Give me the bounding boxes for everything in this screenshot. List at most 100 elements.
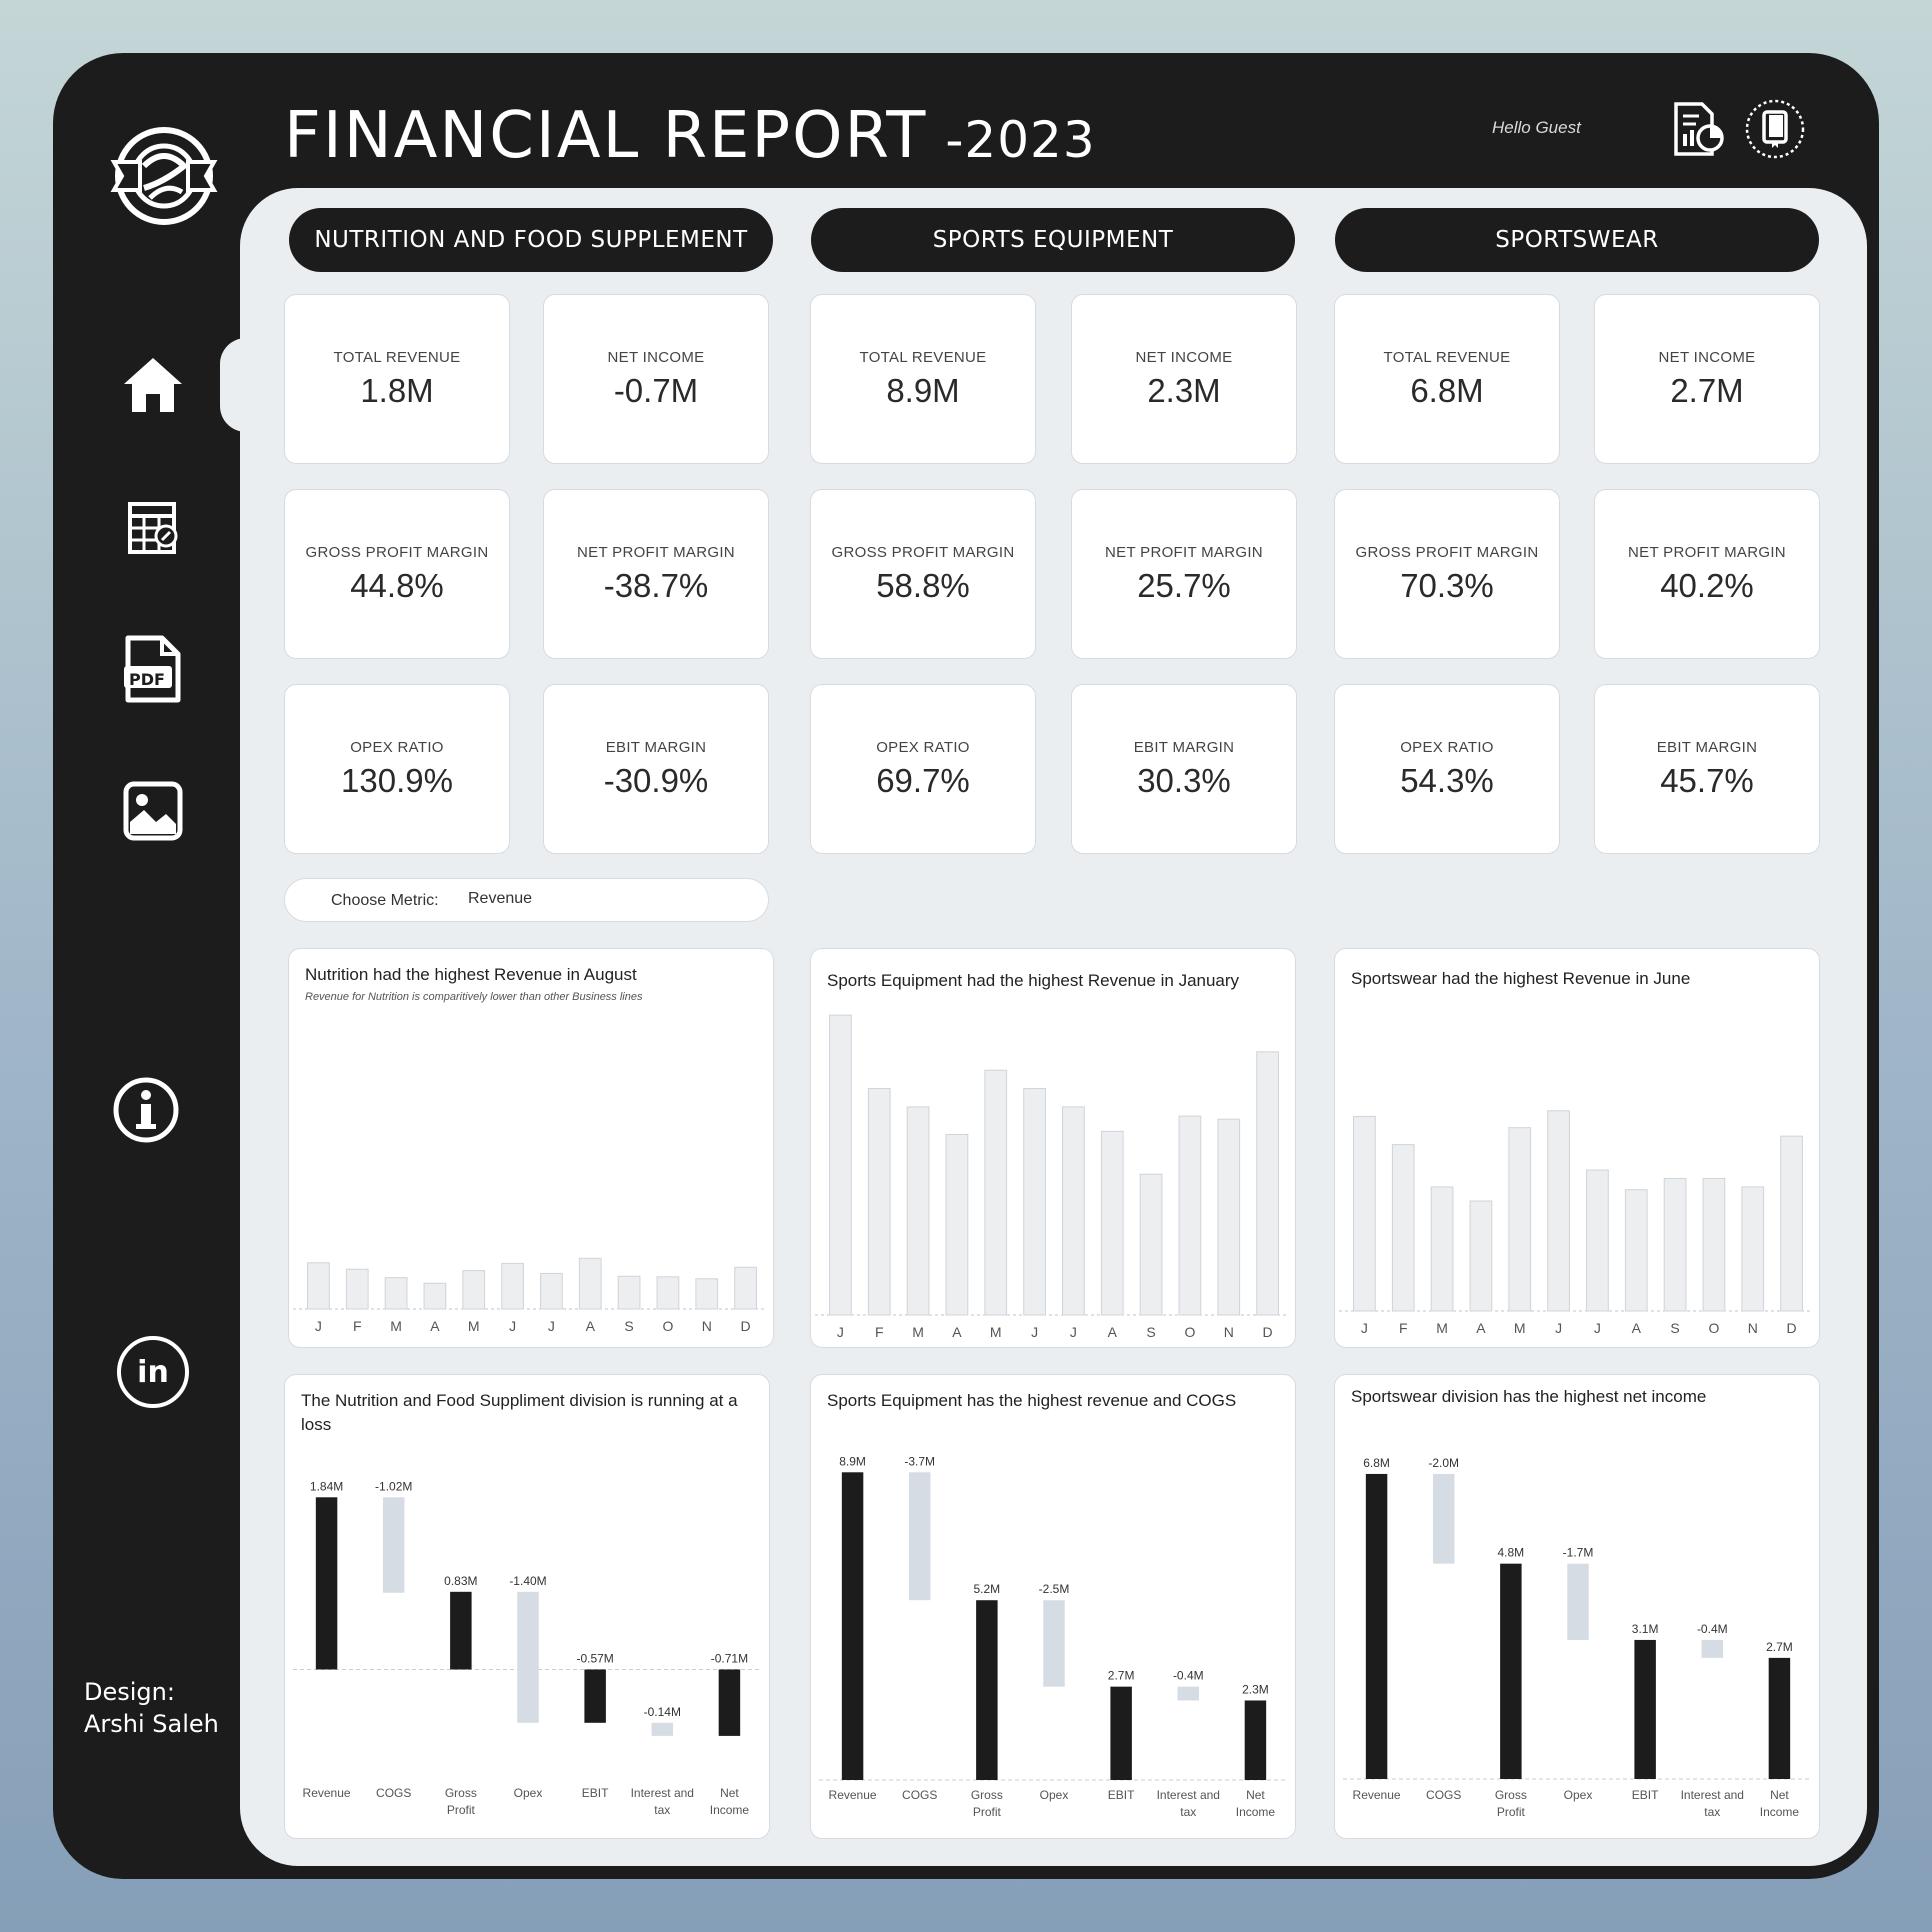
waterfall-bar	[1043, 1600, 1065, 1687]
nutrition-monthly-chart: J F M A M J J A S O N D Nutrition had the highest R…	[288, 948, 774, 1348]
x-tick-label: J	[1361, 1320, 1368, 1336]
book-icon[interactable]	[1744, 98, 1806, 160]
data-label: -1.40M	[509, 1574, 546, 1588]
x-tick-label: Income	[1236, 1805, 1276, 1819]
kpi-value: 25.7%	[1137, 566, 1231, 604]
x-tick-label: Revenue	[303, 1786, 351, 1800]
chart-title: Sports Equipment had the highest Revenue…	[827, 971, 1240, 990]
kpi-label: EBIT MARGIN	[1133, 738, 1235, 756]
kpi-card: TOTAL REVENUE 6.8M	[1334, 294, 1560, 464]
metric-selector-label: Choose Metric:	[331, 892, 439, 909]
pdf-icon-label: PDF	[129, 670, 165, 689]
bar	[1469, 1200, 1493, 1312]
x-tick-label: M	[1436, 1320, 1448, 1336]
chart-title: Nutrition had the highest Revenue in Aug…	[305, 965, 637, 984]
data-label: -0.4M	[1173, 1669, 1204, 1683]
bar	[1353, 1115, 1376, 1312]
division-tab-sports-equipment[interactable]: SPORTS EQUIPMENT	[811, 208, 1295, 272]
info-icon[interactable]	[112, 1076, 180, 1144]
x-tick-label: O	[662, 1318, 673, 1334]
pdf-icon[interactable]: PDF	[122, 632, 184, 706]
data-label: -1.7M	[1563, 1546, 1594, 1560]
kpi-value: 58.8%	[876, 566, 970, 604]
x-tick-label: A	[1632, 1320, 1642, 1336]
chart-subtitle: Revenue for Nutrition is comparitively l…	[305, 991, 643, 1003]
kpi-label: OPEX RATIO	[1400, 738, 1494, 756]
x-tick-label: J	[315, 1318, 322, 1334]
waterfall-bar	[584, 1669, 606, 1723]
division-tab-nutrition[interactable]: NUTRITION AND FOOD SUPPLEMENT	[289, 208, 773, 272]
kpi-card: GROSS PROFIT MARGIN 70.3%	[1334, 489, 1560, 659]
home-icon[interactable]	[122, 354, 184, 416]
linkedin-icon[interactable]: in	[117, 1336, 189, 1408]
bar	[1430, 1186, 1454, 1312]
x-tick-label: M	[468, 1318, 480, 1334]
linkedin-icon-label: in	[137, 1354, 169, 1390]
bar	[501, 1262, 524, 1310]
kpi-card: TOTAL REVENUE 8.9M	[810, 294, 1036, 464]
waterfall-chart-svg: 6.8M Revenue -2.0M COGS 4.8M Gross Profit -1.7M…	[1343, 1456, 1811, 1819]
image-icon[interactable]	[122, 780, 184, 842]
kpi-card: TOTAL REVENUE 1.8M	[284, 294, 510, 464]
kpi-card: OPEX RATIO 69.7%	[810, 684, 1036, 854]
kpi-value: 2.3M	[1147, 371, 1221, 409]
kpi-card: NET PROFIT MARGIN -38.7%	[543, 489, 769, 659]
calculator-table-icon[interactable]	[126, 500, 182, 556]
x-tick-label: Net	[1770, 1788, 1789, 1802]
report-chart-icon[interactable]	[1666, 100, 1726, 160]
kpi-value: 45.7%	[1660, 761, 1754, 799]
sports-equipment-monthly-chart: J F M A M J J A S O N D Sports Equipment had the hi…	[810, 948, 1296, 1348]
data-label: 4.8M	[1498, 1546, 1525, 1560]
waterfall-bar	[651, 1722, 674, 1736]
bar	[462, 1270, 486, 1310]
kpi-card: NET INCOME 2.3M	[1071, 294, 1297, 464]
bar	[1702, 1177, 1726, 1312]
waterfall-chart-svg: 1.84M Revenue -1.02M COGS 0.83M Gross Profit -1…	[293, 1479, 761, 1817]
waterfall-chart-svg: 8.9M Revenue -3.7M COGS 5.2M Gross Profit -2.5M…	[819, 1454, 1287, 1819]
waterfall-bar	[1567, 1563, 1589, 1640]
x-tick-label: A	[1108, 1324, 1118, 1340]
x-tick-label: Income	[710, 1803, 750, 1817]
sports-equipment-waterfall-chart: 8.9M Revenue -3.7M COGS 5.2M Gross Profit -2.5M…	[810, 1374, 1296, 1839]
kpi-label: NET PROFIT MARGIN	[577, 543, 735, 561]
kpi-card: EBIT MARGIN 45.7%	[1594, 684, 1820, 854]
waterfall-bar	[1768, 1657, 1791, 1779]
waterfall-bar	[908, 1472, 931, 1601]
data-label: 6.8M	[1363, 1456, 1390, 1470]
waterfall-bar	[976, 1600, 998, 1780]
waterfall-bar	[1432, 1473, 1455, 1564]
kpi-value: 2.7M	[1670, 371, 1744, 409]
x-tick-label: M	[990, 1324, 1002, 1340]
metric-selector[interactable]: Choose Metric: Revenue	[284, 878, 769, 922]
data-label: -0.4M	[1697, 1622, 1728, 1636]
x-tick-label: Revenue	[829, 1788, 877, 1802]
division-tab-sportswear[interactable]: SPORTSWEAR	[1335, 208, 1819, 272]
bar	[578, 1257, 602, 1310]
kpi-label: GROSS PROFIT MARGIN	[1355, 543, 1539, 561]
bar	[1547, 1110, 1570, 1312]
x-tick-label: Income	[1760, 1805, 1800, 1819]
x-tick-label: M	[912, 1324, 924, 1340]
bar	[906, 1106, 930, 1316]
kpi-card: NET PROFIT MARGIN 40.2%	[1594, 489, 1820, 659]
x-tick-label: A	[1476, 1320, 1486, 1336]
x-tick-label: EBIT	[1632, 1788, 1659, 1802]
bar	[1256, 1051, 1279, 1316]
bar	[945, 1133, 969, 1316]
data-label: 2.3M	[1242, 1682, 1269, 1696]
bar	[345, 1268, 369, 1310]
kpi-value: 40.2%	[1660, 566, 1754, 604]
x-tick-label: EBIT	[1108, 1788, 1135, 1802]
x-tick-label: Profit	[1497, 1805, 1526, 1819]
bar	[1780, 1135, 1803, 1312]
data-label: -3.7M	[904, 1454, 935, 1468]
data-label: -1.02M	[375, 1479, 412, 1493]
metric-selector-value[interactable]: Revenue	[468, 890, 533, 907]
x-tick-label: Gross	[1495, 1788, 1527, 1802]
x-tick-label: Revenue	[1353, 1788, 1401, 1802]
kpi-value: 8.9M	[886, 371, 960, 409]
x-tick-label: tax	[1180, 1805, 1196, 1819]
x-tick-label: Gross	[971, 1788, 1003, 1802]
waterfall-bar	[1177, 1686, 1200, 1701]
